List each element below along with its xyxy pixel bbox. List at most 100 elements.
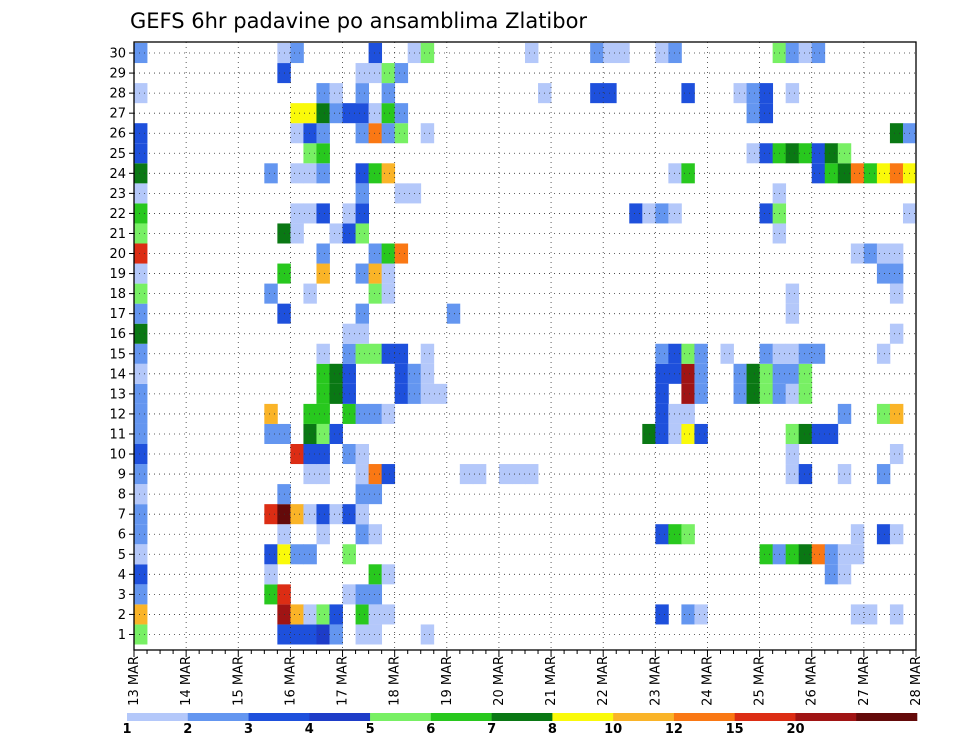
heatmap-cell [329, 604, 343, 625]
heatmap-cell [525, 43, 539, 64]
heatmap-cell [303, 544, 317, 565]
heatmap-cell [668, 43, 682, 64]
heatmap-cell [616, 43, 630, 64]
heatmap-cell [655, 363, 669, 384]
heatmap-cell [889, 283, 904, 304]
heatmap-cell [368, 564, 383, 585]
heatmap-cell [525, 464, 539, 485]
heatmap-cell [798, 544, 813, 565]
colorbar-swatch [491, 713, 553, 721]
heatmap-cell [420, 363, 435, 384]
heatmap-cell [655, 604, 669, 625]
heatmap-cell [355, 183, 369, 204]
heatmap-cell [394, 63, 409, 84]
heatmap-cell [303, 604, 317, 625]
heatmap-cell [811, 343, 826, 364]
heatmap-cell [394, 383, 409, 404]
heatmap-cell [798, 464, 813, 485]
heatmap-cell [798, 363, 813, 384]
heatmap-cell [850, 243, 865, 264]
heatmap-cell [394, 243, 409, 264]
heatmap-cell [381, 604, 396, 625]
heatmap-cell [290, 624, 304, 645]
heatmap-cell [316, 423, 330, 444]
heatmap-cell [785, 303, 800, 324]
heatmap-cell [355, 484, 369, 505]
heatmap-cell [355, 403, 369, 424]
y-tick-label: 5 [118, 548, 126, 563]
heatmap-cell [850, 163, 865, 184]
heatmap-cell [368, 243, 383, 264]
heatmap-cell [316, 123, 330, 144]
y-tick-label: 26 [109, 127, 126, 142]
heatmap-cell [290, 604, 304, 625]
heatmap-cell [368, 464, 383, 485]
colorbar-swatch [430, 713, 492, 721]
heatmap-cell [264, 283, 278, 304]
heatmap-cell [134, 423, 148, 444]
colorbar-label: 5 [366, 722, 375, 737]
colorbar-label: 4 [305, 722, 314, 737]
heatmap-cell [668, 403, 682, 424]
heatmap-cell [355, 464, 369, 485]
heatmap-cell [785, 83, 800, 104]
heatmap-cell [668, 203, 682, 224]
heatmap-cell [459, 464, 474, 485]
colorbar-swatch [856, 713, 918, 721]
heatmap-cell [824, 544, 839, 565]
heatmap-cell [889, 323, 904, 344]
y-tick-label: 4 [118, 568, 126, 583]
heatmap-cell [681, 163, 695, 184]
heatmap-cell [134, 163, 148, 184]
heatmap-cell [290, 163, 304, 184]
heatmap-cell [394, 123, 409, 144]
heatmap-cell [785, 444, 800, 465]
heatmap-cell [824, 423, 839, 444]
heatmap-cell [394, 343, 409, 364]
heatmap-cell [355, 163, 369, 184]
heatmap-cell [368, 604, 383, 625]
heatmap-cell [746, 143, 760, 164]
heatmap-cell [759, 343, 774, 364]
heatmap-cell [381, 123, 396, 144]
heatmap-cell [316, 624, 330, 645]
heatmap-cell [655, 403, 669, 424]
heatmap-cell [134, 544, 148, 565]
y-tick-label: 7 [118, 508, 126, 523]
heatmap-cell [850, 524, 865, 545]
y-tick-label: 16 [109, 327, 126, 342]
heatmap-cell [329, 624, 343, 645]
heatmap-cell [355, 504, 369, 525]
heatmap-cell [681, 363, 695, 384]
heatmap-cell [134, 83, 148, 104]
heatmap-cell [355, 524, 369, 545]
heatmap-cell [134, 564, 148, 585]
x-tick-label: 19 MAR [440, 656, 455, 706]
heatmap-cell [759, 83, 774, 104]
grid-lines [134, 42, 916, 650]
heatmap-cell [368, 283, 383, 304]
heatmap-cell [134, 143, 148, 164]
heatmap-cell [746, 363, 760, 384]
heatmap-cell [134, 183, 148, 204]
heatmap-cell [381, 83, 396, 104]
heatmap-cell [368, 484, 383, 505]
heatmap-cell [850, 544, 865, 565]
heatmap-cell [381, 263, 396, 284]
y-tick-label: 27 [109, 107, 126, 122]
x-axis-ticks: 13 MAR 14 MAR 15 MAR 16 MAR 17 MAR 18 MAR 19 M… [127, 650, 924, 706]
heatmap-cell [785, 363, 800, 384]
heatmap-cell [876, 163, 891, 184]
y-tick-label: 21 [109, 227, 126, 242]
heatmap-cell [850, 604, 865, 625]
heatmap-cell [355, 323, 369, 344]
heatmap-cell [355, 103, 369, 124]
x-tick-label: 16 MAR [283, 656, 298, 706]
y-tick-label: 24 [109, 167, 126, 182]
heatmap-cell [811, 163, 826, 184]
x-tick-label: 24 MAR [701, 656, 716, 706]
heatmap-cell [368, 263, 383, 284]
heatmap-cell [290, 103, 304, 124]
heatmap-cell [355, 584, 369, 605]
heatmap-cell [355, 223, 369, 244]
